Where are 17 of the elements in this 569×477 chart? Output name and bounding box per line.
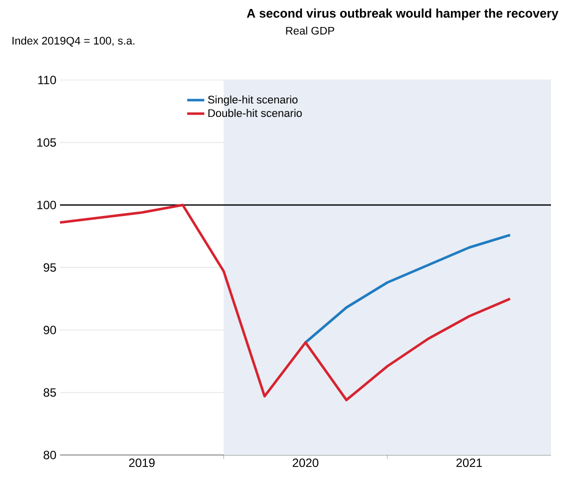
- x-tick-label: 2021: [456, 458, 482, 468]
- y-tick-label: 95: [44, 263, 56, 272]
- y-tick-label: 105: [37, 138, 56, 147]
- line-series: [304, 234, 512, 344]
- y-tick-label: 85: [44, 388, 56, 397]
- line-series: [58, 204, 512, 402]
- y-tick-label: 80: [44, 450, 56, 460]
- y-tick-label: 100: [37, 200, 56, 210]
- legend-label: Double-hit scenario: [208, 108, 302, 117]
- legend-label: Single-hit scenario: [208, 95, 298, 106]
- chart-title: A second virus outbreak would hamper the recovery: [246, 8, 558, 20]
- chart-subtitle: Real GDP: [286, 26, 334, 35]
- x-tick-label: 2020: [292, 458, 318, 468]
- y-tick-label: 90: [44, 326, 56, 334]
- y-tick-label: 110: [38, 76, 56, 84]
- y-axis-title: Index 2019Q4 = 100, s.a.: [12, 36, 134, 47]
- x-tick-label: 2019: [129, 458, 155, 468]
